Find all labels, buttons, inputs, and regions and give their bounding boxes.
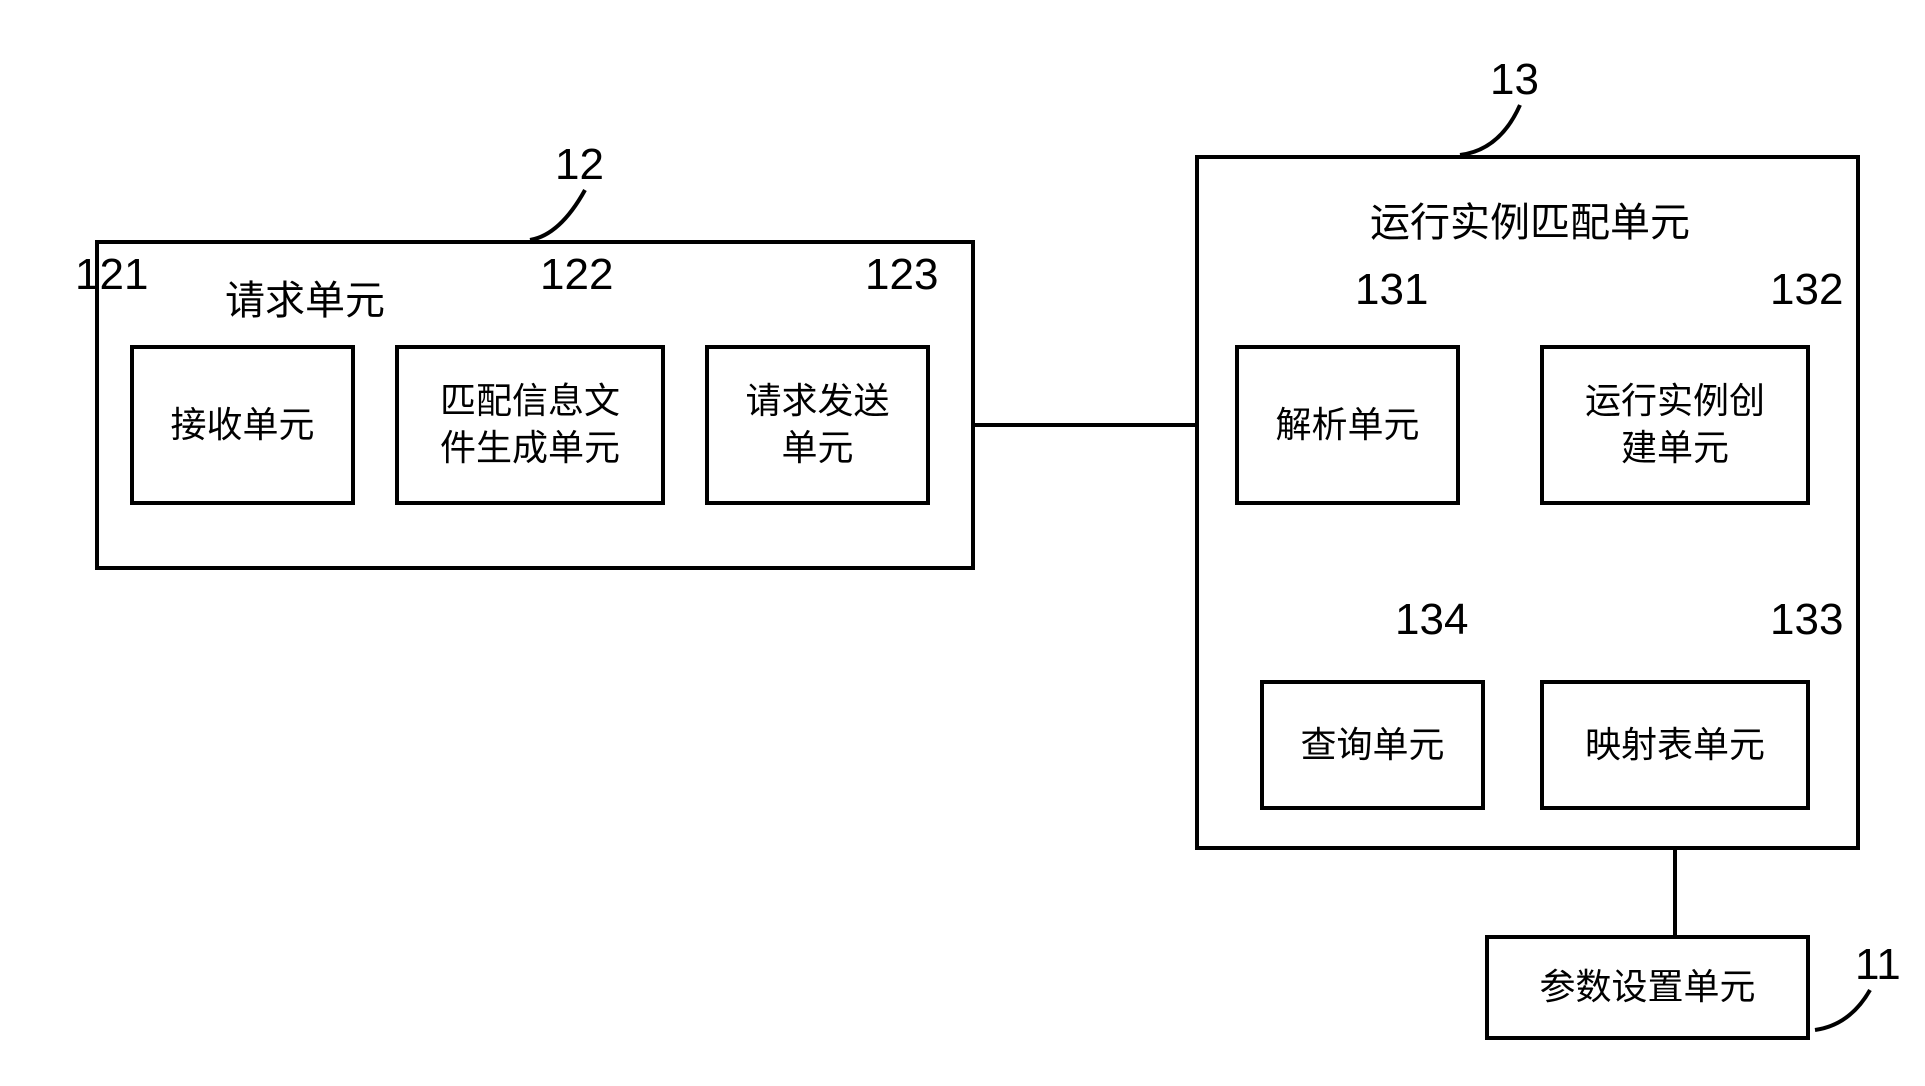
box-parse-unit: 解析单元 [1235, 345, 1460, 505]
ref-132: 132 [1770, 265, 1843, 315]
ref-121: 121 [75, 250, 148, 300]
box-label: 匹配信息文 件生成单元 [440, 378, 620, 472]
box-label: 参数设置单元 [1539, 964, 1755, 1011]
box-request-send-unit: 请求发送 单元 [705, 345, 930, 505]
box-label: 解析单元 [1275, 402, 1419, 449]
box-label: 请求发送 单元 [745, 378, 889, 472]
box-query-unit: 查询单元 [1260, 680, 1485, 810]
box-match-info-file-gen-unit: 匹配信息文 件生成单元 [395, 345, 665, 505]
ref-133: 133 [1770, 595, 1843, 645]
container-title-right: 运行实例匹配单元 [1370, 190, 1690, 248]
box-label: 运行实例创 建单元 [1585, 378, 1765, 472]
box-instance-create-unit: 运行实例创 建单元 [1540, 345, 1810, 505]
ref-131: 131 [1355, 265, 1428, 315]
box-label: 接收单元 [170, 402, 314, 449]
box-receive-unit: 接收单元 [130, 345, 355, 505]
ref-134: 134 [1395, 595, 1468, 645]
ref-11: 11 [1855, 940, 1901, 990]
callout-13 [1460, 105, 1520, 155]
container-title-left: 请求单元 [225, 268, 385, 326]
callout-12 [530, 190, 585, 240]
ref-12: 12 [555, 140, 604, 190]
callout-11 [1815, 990, 1870, 1030]
ref-13: 13 [1490, 55, 1539, 105]
box-label: 查询单元 [1300, 722, 1444, 769]
ref-122: 122 [540, 250, 613, 300]
block-diagram: 请求单元 运行实例匹配单元 接收单元 匹配信息文 件生成单元 请求发送 单元 解… [0, 0, 1925, 1086]
box-param-setting-unit: 参数设置单元 [1485, 935, 1810, 1040]
box-label: 映射表单元 [1585, 722, 1765, 769]
box-mapping-table-unit: 映射表单元 [1540, 680, 1810, 810]
ref-123: 123 [865, 250, 938, 300]
